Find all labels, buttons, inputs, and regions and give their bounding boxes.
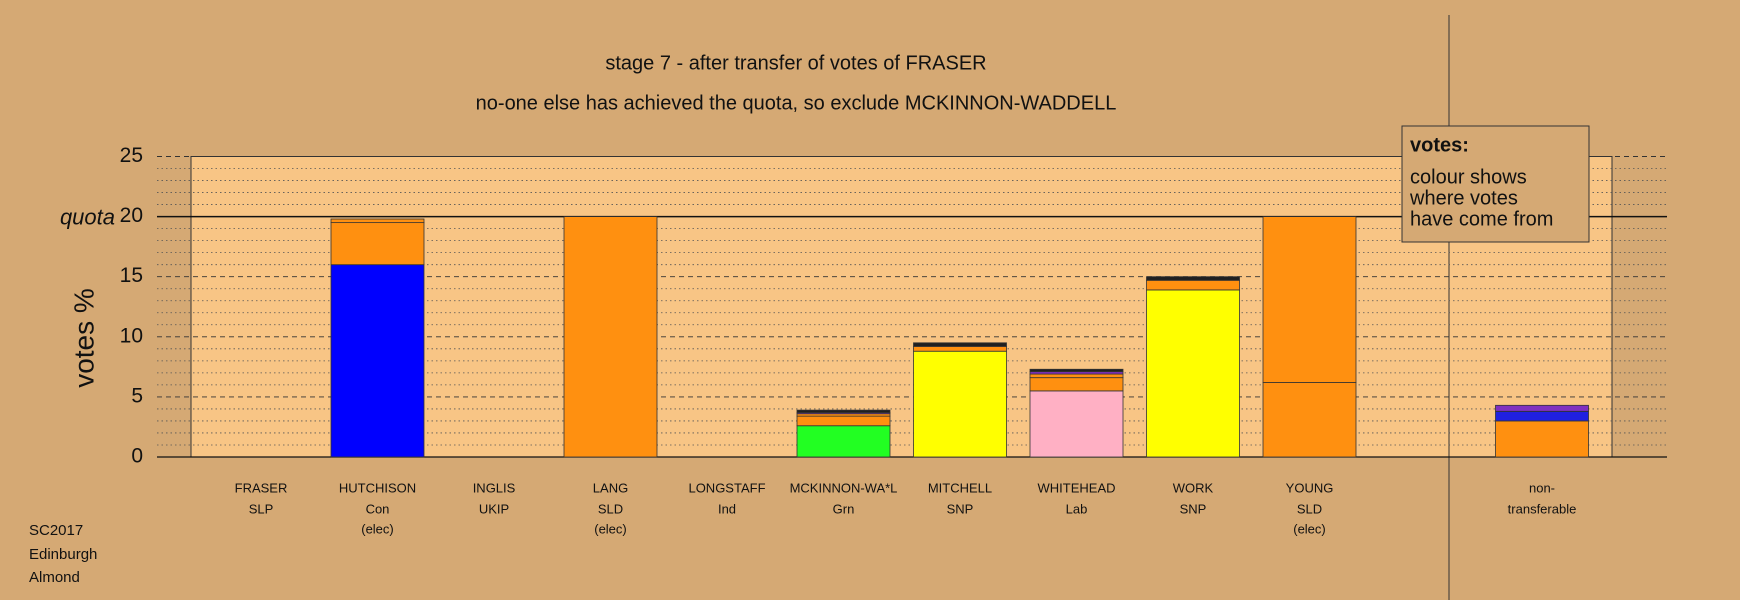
bar-segment xyxy=(1029,390,1124,458)
y-tick-label: 20 xyxy=(120,204,143,227)
party-label: SNP xyxy=(1180,501,1207,516)
x-tick-label: HUTCHISON xyxy=(339,480,416,495)
bar-segment xyxy=(1495,410,1589,422)
party-label: Grn xyxy=(833,501,855,516)
y-tick-label: 25 xyxy=(120,144,143,167)
bar-segment xyxy=(563,216,658,458)
bar-segment xyxy=(330,264,425,458)
party-label: transferable xyxy=(1508,501,1577,516)
x-tick-label: LANG xyxy=(593,480,628,495)
bar-segment xyxy=(1029,377,1124,392)
bar-segment xyxy=(1495,404,1589,412)
legend-title: votes: xyxy=(1410,134,1469,156)
party-label: Ind xyxy=(718,501,736,516)
party-label: Con xyxy=(366,501,390,516)
quota-label: quota xyxy=(60,204,115,229)
bar-segment xyxy=(1495,420,1589,458)
bar-segment xyxy=(796,409,891,413)
legend-box xyxy=(1401,125,1590,243)
bar-segment xyxy=(1146,289,1240,458)
y-tick-label: 5 xyxy=(131,384,143,407)
party-label: SNP xyxy=(947,501,974,516)
party-label: UKIP xyxy=(479,501,509,516)
bar-segment xyxy=(330,218,425,224)
x-tick-label: WORK xyxy=(1173,480,1214,495)
bar-segment xyxy=(330,222,425,266)
bar-segment xyxy=(1029,368,1124,373)
x-tick-label: INGLIS xyxy=(473,480,516,495)
note-label: (elec) xyxy=(361,521,394,536)
chart-subtitle: no-one else has achieved the quota, so e… xyxy=(476,92,1117,114)
party-label: SLD xyxy=(1297,501,1322,516)
note-label: (elec) xyxy=(1293,521,1326,536)
bar-segment xyxy=(1262,216,1357,383)
x-tick-label: non- xyxy=(1529,480,1555,495)
x-tick-label: MCKINNON-WA*L xyxy=(790,480,898,495)
party-label: SLD xyxy=(598,501,623,516)
legend-text: colour shows xyxy=(1410,166,1527,188)
bar-segment xyxy=(1029,373,1124,379)
bar-segment xyxy=(1262,382,1357,458)
chart-title: stage 7 - after transfer of votes of FRA… xyxy=(605,52,986,74)
x-tick-label: LONGSTAFF xyxy=(688,480,765,495)
footer-text: SC2017 xyxy=(29,522,83,539)
party-label: SLP xyxy=(249,501,274,516)
bar-segment xyxy=(1146,276,1240,281)
footer-text: Almond xyxy=(29,569,80,586)
y-tick-label: 0 xyxy=(131,445,143,468)
y-tick-label: 15 xyxy=(120,264,143,287)
bar-segment xyxy=(796,425,891,458)
y-tick-label: 10 xyxy=(120,324,143,347)
bar-segment xyxy=(1146,279,1240,291)
note-label: (elec) xyxy=(594,521,627,536)
bar-segment xyxy=(796,415,891,427)
x-tick-label: FRASER xyxy=(235,480,288,495)
legend-text: where votes xyxy=(1409,187,1518,209)
footer-text: Edinburgh xyxy=(29,546,97,563)
x-tick-label: MITCHELL xyxy=(928,480,992,495)
x-tick-label: WHITEHEAD xyxy=(1038,480,1116,495)
bar-segment xyxy=(913,346,1007,352)
plot-area xyxy=(190,156,1613,458)
y-axis-label: votes % xyxy=(68,288,99,388)
bar-segment xyxy=(913,350,1007,458)
marks: 0 5 10 15 20 25 quota FRASER SLP HUTCHISON Con (ele… xyxy=(60,144,1667,536)
x-tick-label: YOUNG xyxy=(1286,480,1334,495)
legend-text: have come from xyxy=(1410,208,1553,230)
party-label: Lab xyxy=(1066,501,1088,516)
bar-segment xyxy=(913,342,1007,347)
